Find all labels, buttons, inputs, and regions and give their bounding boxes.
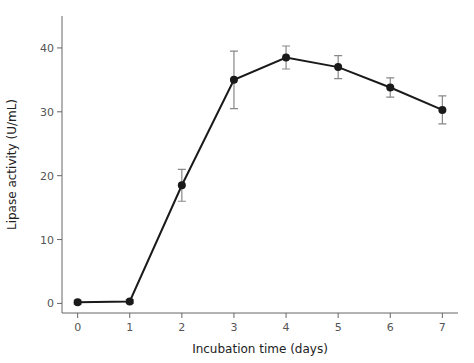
data-point <box>334 63 342 71</box>
x-tick-label: 5 <box>335 321 342 334</box>
x-tick-label: 3 <box>230 321 237 334</box>
x-tick <box>442 313 443 318</box>
x-tick <box>338 313 339 318</box>
y-axis-line <box>62 16 63 313</box>
y-tick <box>57 111 62 112</box>
plot-data <box>74 46 447 306</box>
error-bars <box>74 46 447 304</box>
data-point <box>282 54 290 62</box>
y-tick <box>57 239 62 240</box>
x-tick-label: 6 <box>387 321 394 334</box>
x-tick-label: 0 <box>74 321 81 334</box>
data-point <box>126 298 134 306</box>
x-tick <box>233 313 234 318</box>
y-tick-label: 40 <box>40 42 54 55</box>
y-axis-label: Lipase activity (U/mL) <box>5 99 19 230</box>
x-tick-label: 4 <box>283 321 290 334</box>
x-tick-label: 7 <box>439 321 446 334</box>
markers <box>74 54 447 307</box>
data-point <box>230 76 238 84</box>
data-point <box>178 181 186 189</box>
y-tick <box>57 47 62 48</box>
error-bar <box>386 78 394 97</box>
y-tick-label: 0 <box>47 297 54 310</box>
y-tick-label: 20 <box>40 170 54 183</box>
error-bar <box>438 96 446 124</box>
data-point <box>386 84 394 92</box>
data-point <box>438 106 446 114</box>
error-bar <box>282 46 290 69</box>
error-bar <box>334 56 342 79</box>
data-point <box>74 298 82 306</box>
y-tick-label: 10 <box>40 234 54 247</box>
chart-container: 0 1 2 3 4 5 6 7 0 10 20 30 40 Incubation time (days) L… <box>0 0 474 363</box>
x-axis-line <box>62 313 458 314</box>
error-bar <box>230 51 238 108</box>
x-tick <box>129 313 130 318</box>
chart-svg: 0 1 2 3 4 5 6 7 0 10 20 30 40 Incubation time (days) L… <box>0 0 474 363</box>
x-tick-label: 1 <box>126 321 133 334</box>
error-bar <box>178 169 186 201</box>
y-tick-label: 30 <box>40 106 54 119</box>
x-tick <box>390 313 391 318</box>
x-tick <box>286 313 287 318</box>
y-tick <box>57 303 62 304</box>
axes: 0 1 2 3 4 5 6 7 0 10 20 30 40 <box>40 16 458 334</box>
x-tick <box>181 313 182 318</box>
x-axis-label: Incubation time (days) <box>192 342 328 356</box>
data-line <box>78 58 443 303</box>
y-tick <box>57 175 62 176</box>
x-tick <box>77 313 78 318</box>
x-tick-label: 2 <box>178 321 185 334</box>
